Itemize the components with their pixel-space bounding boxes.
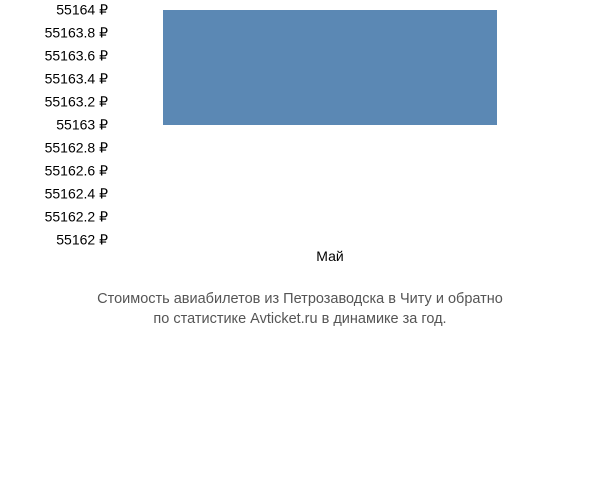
y-tick-label: 55162.2 ₽ xyxy=(0,209,108,226)
y-tick-label: 55163 ₽ xyxy=(0,117,108,134)
y-axis: 55164 ₽55163.8 ₽55163.6 ₽55163.4 ₽55163.… xyxy=(0,10,108,240)
bar xyxy=(163,10,497,125)
x-tick-label: Май xyxy=(316,248,343,264)
y-tick-label: 55162.8 ₽ xyxy=(0,140,108,157)
price-chart: 55164 ₽ 55163.8 ₽ 55163.6 ₽ 55163.4 ₽ 55163.… xyxy=(0,0,600,500)
y-tick-label: 55162.6 ₽ xyxy=(0,163,108,180)
caption-line-2: по статистике Avticket.ru в динамике за … xyxy=(30,310,570,330)
y-tick-label: 55163.6 ₽ xyxy=(0,48,108,65)
y-tick-label: 55162.4 ₽ xyxy=(0,186,108,203)
x-axis: Май xyxy=(110,248,550,270)
plot-area xyxy=(110,10,550,240)
y-tick-label: 55163.4 ₽ xyxy=(0,71,108,88)
chart-caption: Стоимость авиабилетов из Петрозаводска в… xyxy=(0,290,600,329)
y-tick-label: 55162 ₽ xyxy=(0,232,108,249)
y-tick-label: 55163.2 ₽ xyxy=(0,94,108,111)
caption-line-1: Стоимость авиабилетов из Петрозаводска в… xyxy=(30,290,570,310)
y-tick-label: 55164 ₽ xyxy=(0,2,108,19)
y-tick-label: 55163.8 ₽ xyxy=(0,25,108,42)
